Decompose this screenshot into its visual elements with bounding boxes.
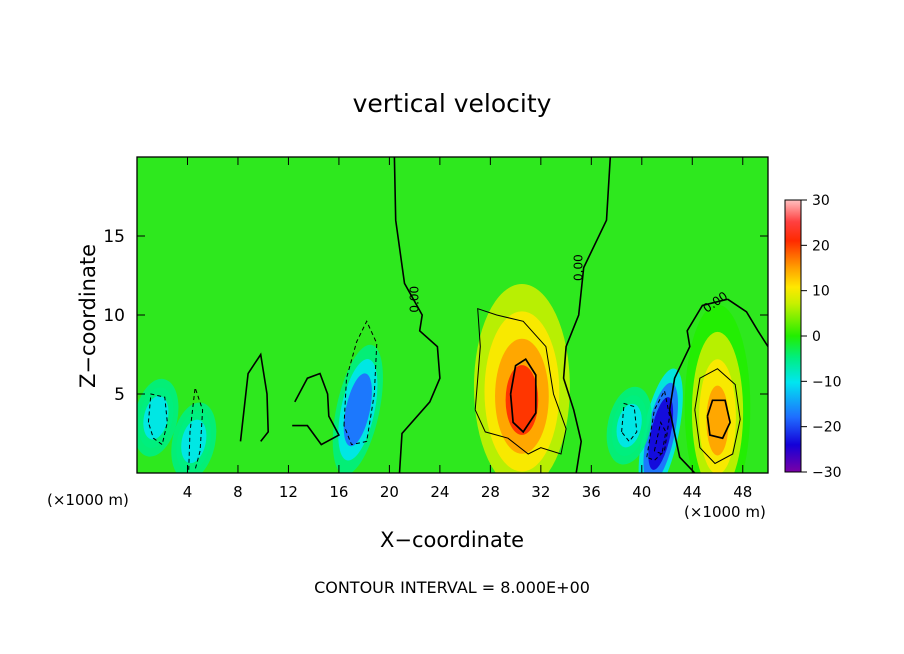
x-tick-label: 12 xyxy=(279,483,298,501)
contour-minus-16 xyxy=(653,420,667,455)
contour-plus-16 xyxy=(509,358,537,434)
contour-minus-8 xyxy=(188,387,204,470)
y-axis-label: Z−coordinate xyxy=(76,244,100,388)
x-axis-label: X−coordinate xyxy=(380,528,524,552)
x-tick-label: 16 xyxy=(329,483,348,501)
y-axis-ticks: 5 10 15 xyxy=(103,227,768,405)
zero-contour xyxy=(239,352,270,442)
x-tick-label: 48 xyxy=(733,483,752,501)
x-tick-label: 8 xyxy=(233,483,243,501)
zero-contour xyxy=(727,298,768,348)
colorbar-ticks: 30 20 10 0 −10 −20 −30 xyxy=(801,193,842,481)
x-tick-label: 20 xyxy=(380,483,399,501)
contour-minus-8 xyxy=(621,402,638,443)
colorbar-gradient xyxy=(784,199,802,473)
contour-plus-16 xyxy=(706,399,731,440)
x-tick-label: 36 xyxy=(582,483,601,501)
zero-contour xyxy=(668,298,728,473)
y-tick-label: 10 xyxy=(103,306,125,326)
zero-contour xyxy=(393,157,441,473)
x-tick-label: 28 xyxy=(481,483,500,501)
zero-contour-label: 0.00 xyxy=(407,286,421,313)
downdraft-region xyxy=(648,397,674,470)
x-tick-label: 40 xyxy=(632,483,651,501)
colorbar-tick-label: 0 xyxy=(812,329,821,345)
colorbar-tick-label: −10 xyxy=(812,374,842,390)
colorbar-tick-label: 20 xyxy=(812,238,830,254)
colorbar: 30 20 10 0 −10 −20 −30 xyxy=(784,193,842,481)
x-unit-right: (×1000 m) xyxy=(684,503,766,521)
x-tick-label: 44 xyxy=(683,483,702,501)
zero-contour xyxy=(562,157,612,473)
contour-plus-8 xyxy=(474,307,567,455)
contour-minus-8 xyxy=(147,393,168,446)
x-tick-label: 24 xyxy=(430,483,449,501)
zero-contour-label: 0.00 xyxy=(571,254,585,281)
x-unit-left: (×1000 m) xyxy=(47,491,129,509)
zero-contour xyxy=(292,372,340,446)
colorbar-tick-label: 30 xyxy=(812,193,830,209)
x-tick-label: 32 xyxy=(531,483,550,501)
updraft-region xyxy=(505,365,539,435)
chart-title: vertical velocity xyxy=(353,89,552,118)
x-tick-label: 4 xyxy=(183,483,193,501)
y-tick-label: 5 xyxy=(114,385,125,405)
contour-interval-note: CONTOUR INTERVAL = 8.000E+00 xyxy=(314,578,590,597)
colorbar-tick-label: −30 xyxy=(812,465,842,481)
contour-plus-8 xyxy=(694,368,741,465)
updraft-region xyxy=(706,385,729,456)
x-axis-ticks: 4 8 12 16 20 24 28 32 36 40 44 48 xyxy=(183,157,752,501)
colorbar-tick-label: 10 xyxy=(812,284,830,300)
y-tick-label: 15 xyxy=(103,227,125,247)
colorbar-tick-label: −20 xyxy=(812,420,842,436)
contour-minus-8 xyxy=(343,320,378,446)
velocity-field: 0.000.000.00 xyxy=(137,157,768,473)
downdraft-region xyxy=(343,373,372,447)
